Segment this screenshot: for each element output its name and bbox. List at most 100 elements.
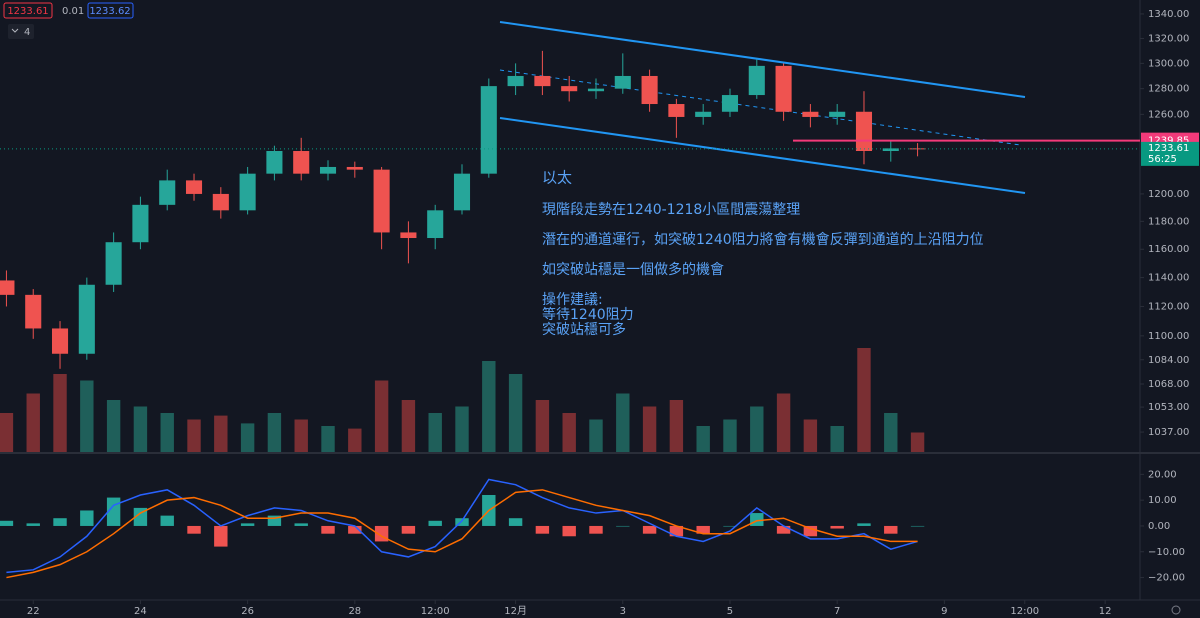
y-tick-label: 1320.00 — [1148, 33, 1189, 44]
histogram-bar — [187, 525, 201, 534]
candle-body — [561, 86, 578, 92]
annotation: 現階段走勢在1240-1218小區間震蕩整理 — [542, 202, 800, 218]
histogram-bar — [214, 525, 228, 547]
volume-bar — [616, 393, 630, 452]
candle-body — [721, 95, 739, 112]
y-tick-label: 1260.00 — [1148, 109, 1189, 120]
bid[interactable]: 1233.61 — [7, 6, 48, 17]
candle-body — [534, 75, 551, 87]
candle-body — [105, 242, 122, 285]
price-label: 1233.61 — [1148, 143, 1189, 154]
volume-bar — [160, 413, 174, 452]
settings-icon[interactable] — [1171, 605, 1181, 615]
volume-bar — [240, 423, 255, 452]
candle-body — [400, 232, 417, 239]
y-tick-label: 1053.00 — [1148, 402, 1189, 413]
histogram-bar — [26, 523, 40, 526]
y-tick-label: 0.00 — [1148, 521, 1170, 532]
bid-box[interactable] — [3, 2, 53, 19]
candle-body — [239, 173, 256, 211]
candle-body — [802, 111, 819, 117]
indicator-count[interactable]: 4 — [24, 27, 30, 38]
volume-bar — [294, 419, 308, 452]
volume-bar — [669, 400, 684, 452]
volume-bar — [187, 419, 201, 452]
annotation: 突破站穩可多 — [542, 321, 626, 338]
candle-body — [909, 148, 926, 150]
volume-bar — [428, 413, 442, 452]
histogram-bar — [240, 523, 255, 526]
y-tick-label: 1280.00 — [1148, 84, 1189, 95]
histogram-bar — [669, 525, 684, 537]
annotation: 操作建議: — [542, 291, 603, 308]
volume-bar — [750, 406, 764, 452]
ask[interactable]: 1233.62 — [89, 6, 130, 17]
candle-body — [855, 111, 873, 152]
histogram-bar — [750, 513, 764, 526]
y-tick-label: 1068.00 — [1148, 379, 1189, 390]
candle-body — [829, 111, 846, 117]
candle-body — [212, 193, 229, 211]
x-tick-label: 3 — [620, 606, 626, 617]
y-tick-label: 10.00 — [1148, 495, 1177, 506]
histogram-bar — [884, 525, 898, 534]
candle-body — [0, 280, 15, 295]
candle-body — [266, 151, 283, 174]
histogram-bar — [508, 518, 523, 526]
histogram-bar — [642, 525, 657, 534]
y-tick-label: 1120.00 — [1148, 301, 1189, 312]
channel-upper — [499, 21, 1026, 98]
histogram-bar — [348, 525, 362, 534]
volume-bar — [857, 348, 871, 452]
x-tick-label: 12:00 — [421, 606, 450, 617]
y-tick-label: 1140.00 — [1148, 273, 1189, 284]
candle-body — [293, 151, 310, 174]
histogram-bar — [910, 525, 925, 527]
volume-bar — [374, 380, 389, 452]
volume-bar — [0, 413, 14, 452]
candle-body — [132, 204, 149, 243]
histogram-bar — [589, 525, 603, 534]
histogram-bar — [80, 510, 94, 526]
candle-body — [668, 104, 685, 117]
ask-box[interactable] — [87, 2, 134, 19]
volume-bar — [589, 419, 603, 452]
x-tick-label: 28 — [348, 606, 361, 617]
histogram-bar — [0, 520, 14, 526]
channel-lower — [499, 117, 1026, 194]
histogram-bar — [723, 525, 737, 527]
volume-bar — [884, 413, 898, 452]
candle-body — [480, 86, 497, 174]
volume-bar — [910, 432, 925, 452]
volume-bar — [830, 426, 844, 452]
chevron-icon — [11, 28, 19, 33]
histogram-bar — [428, 520, 442, 526]
volume-bar — [696, 426, 710, 452]
candle-body — [775, 65, 792, 112]
candle-body — [882, 148, 899, 152]
indicator-toggle[interactable] — [8, 24, 34, 39]
candle-body — [695, 111, 712, 117]
histogram-bar — [803, 525, 818, 537]
candle-body — [319, 166, 337, 174]
histogram-bar — [401, 525, 416, 534]
volume-bar — [214, 415, 228, 452]
x-tick-label: 26 — [241, 606, 254, 617]
volume-bar — [776, 393, 791, 452]
x-tick-label: 5 — [727, 606, 733, 617]
histogram-bar — [160, 515, 174, 526]
x-tick-label: 24 — [134, 606, 147, 617]
candle-body — [78, 284, 95, 354]
volume-bar — [455, 406, 469, 452]
volume-bar — [535, 400, 550, 452]
volume-bar — [80, 380, 94, 452]
histogram-bar — [616, 525, 630, 527]
volume-bar — [53, 374, 67, 452]
histogram-bar — [133, 507, 148, 526]
volume-bar — [562, 413, 576, 452]
x-tick-label: 22 — [27, 606, 40, 617]
y-tick-label: 1084.00 — [1148, 355, 1189, 366]
histogram-bar — [535, 525, 550, 534]
